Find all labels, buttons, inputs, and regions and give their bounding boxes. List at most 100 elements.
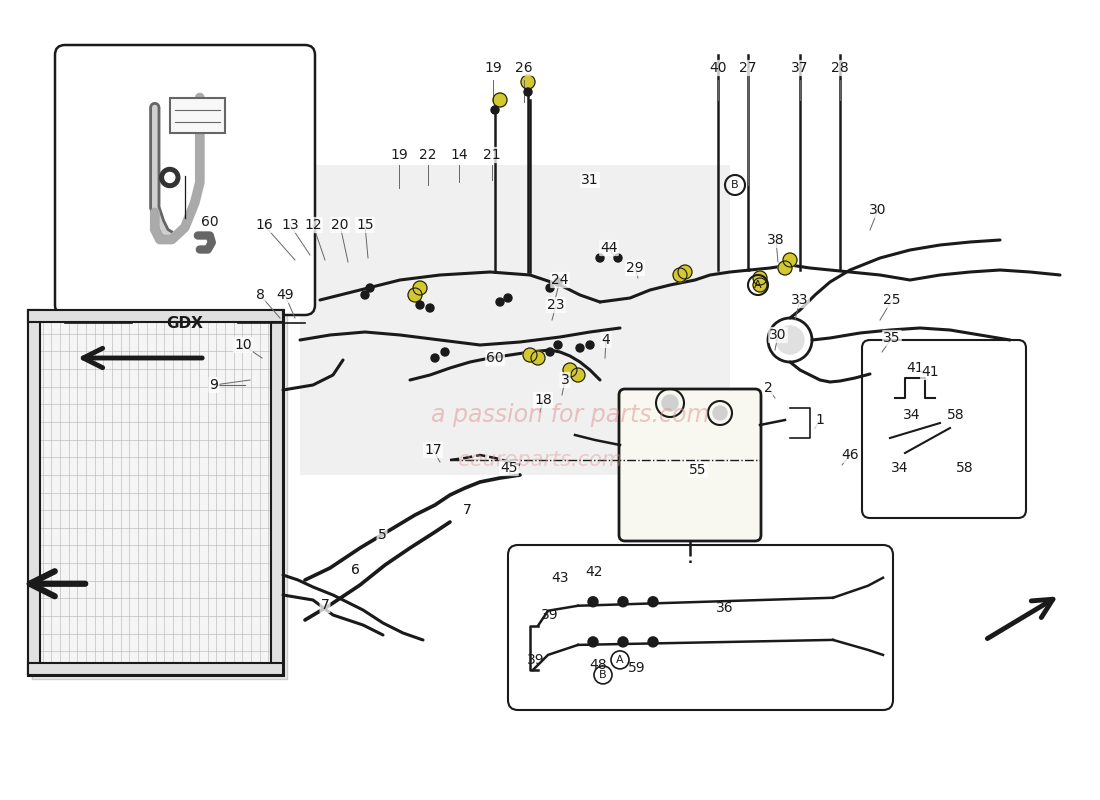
Text: 19: 19 (484, 61, 502, 75)
Text: 38: 38 (767, 233, 784, 247)
Text: 31: 31 (581, 173, 598, 187)
Bar (28, 663, 283, 675)
FancyBboxPatch shape (55, 45, 315, 315)
Circle shape (416, 301, 424, 309)
Text: B: B (600, 670, 607, 680)
Circle shape (426, 304, 434, 312)
Text: 5: 5 (377, 528, 386, 542)
Text: 16: 16 (255, 218, 273, 232)
Text: 34: 34 (891, 461, 909, 475)
Circle shape (531, 351, 544, 365)
Text: 13: 13 (282, 218, 299, 232)
Circle shape (366, 284, 374, 292)
Circle shape (618, 597, 628, 606)
Circle shape (524, 88, 532, 96)
Text: 15: 15 (356, 218, 374, 232)
Circle shape (496, 298, 504, 306)
Text: 17: 17 (425, 443, 442, 457)
Circle shape (614, 254, 622, 262)
Bar (28, 310, 283, 322)
Circle shape (571, 368, 585, 382)
Text: 19: 19 (390, 148, 408, 162)
Text: 45: 45 (500, 461, 518, 475)
Circle shape (588, 597, 598, 606)
Text: 6: 6 (351, 563, 360, 577)
Text: 7: 7 (463, 503, 472, 517)
Circle shape (522, 348, 537, 362)
Text: 42: 42 (585, 565, 603, 579)
Text: 24: 24 (551, 273, 569, 287)
Text: 37: 37 (791, 61, 808, 75)
Text: 34: 34 (903, 408, 921, 422)
Text: A: A (755, 280, 762, 290)
Text: 10: 10 (234, 338, 252, 352)
Circle shape (504, 294, 512, 302)
Circle shape (754, 278, 767, 292)
Circle shape (412, 281, 427, 295)
Circle shape (546, 284, 554, 292)
FancyBboxPatch shape (619, 389, 761, 541)
Text: 18: 18 (535, 393, 552, 407)
Circle shape (678, 265, 692, 279)
Circle shape (588, 637, 598, 647)
Text: 6: 6 (351, 563, 360, 577)
Text: 35: 35 (883, 331, 901, 345)
Circle shape (165, 173, 175, 182)
Text: 48: 48 (590, 658, 607, 672)
Text: 23: 23 (548, 298, 564, 312)
Text: 7: 7 (463, 503, 472, 517)
Text: 7: 7 (320, 598, 329, 612)
FancyBboxPatch shape (862, 340, 1026, 518)
Text: A: A (616, 655, 624, 665)
Circle shape (776, 326, 804, 354)
Circle shape (493, 93, 507, 107)
Text: 1: 1 (815, 413, 824, 427)
Circle shape (431, 354, 439, 362)
Text: 21: 21 (483, 148, 500, 162)
Text: 30: 30 (869, 203, 887, 217)
Circle shape (441, 348, 449, 356)
Text: 25: 25 (883, 293, 901, 307)
Bar (300, 165, 730, 475)
Circle shape (491, 106, 499, 114)
Text: 26: 26 (515, 61, 532, 75)
Circle shape (160, 167, 179, 187)
Bar (169, 98, 224, 133)
Text: 39: 39 (541, 608, 559, 622)
Circle shape (521, 75, 535, 89)
Text: 5: 5 (377, 528, 386, 542)
Bar (28, 310, 40, 675)
Text: 14: 14 (450, 148, 468, 162)
Text: 55: 55 (690, 463, 706, 477)
Circle shape (618, 637, 628, 647)
Text: 29: 29 (626, 261, 644, 275)
Circle shape (408, 288, 422, 302)
Text: 59: 59 (628, 661, 646, 675)
Text: 3: 3 (561, 373, 570, 387)
Text: B: B (732, 180, 739, 190)
Bar (271, 310, 283, 675)
Text: 41: 41 (906, 361, 924, 375)
Text: 58: 58 (956, 461, 974, 475)
Circle shape (648, 597, 658, 606)
Text: 36: 36 (716, 601, 734, 615)
Text: 4: 4 (602, 333, 610, 347)
Circle shape (546, 348, 554, 356)
Text: 22: 22 (419, 148, 437, 162)
Text: 46: 46 (842, 448, 859, 462)
Circle shape (648, 637, 658, 647)
Text: 43: 43 (551, 571, 569, 585)
Circle shape (576, 344, 584, 352)
Circle shape (596, 254, 604, 262)
Text: 44: 44 (601, 241, 618, 255)
Circle shape (554, 341, 562, 349)
Text: 40: 40 (710, 61, 727, 75)
Text: GDX: GDX (166, 315, 204, 330)
Text: 9: 9 (210, 378, 219, 392)
Circle shape (554, 278, 562, 286)
Text: 2: 2 (763, 381, 772, 395)
FancyBboxPatch shape (508, 545, 893, 710)
Circle shape (662, 395, 678, 411)
Text: 20: 20 (331, 218, 349, 232)
Circle shape (673, 268, 688, 282)
